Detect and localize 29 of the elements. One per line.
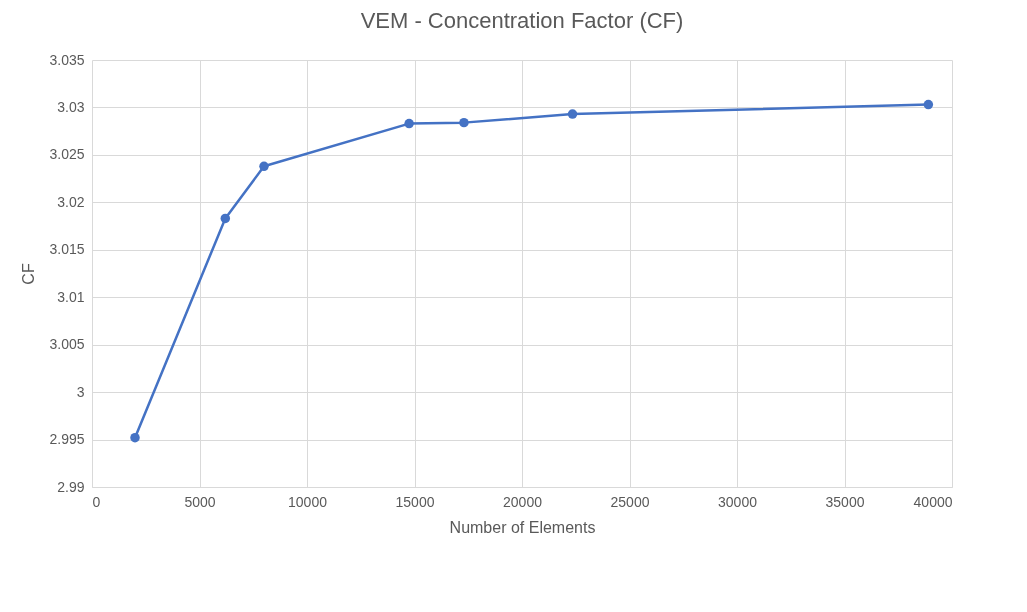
x-tick-label: 25000 [610, 493, 650, 510]
point [923, 99, 934, 110]
x-tick-label: 30000 [718, 493, 758, 510]
y-tick-label: 2.99 [57, 478, 85, 495]
x-axis-title: Number of Elements [449, 518, 596, 536]
x-tick-label: 35000 [825, 493, 865, 510]
point [220, 213, 231, 224]
x-tick-label: 15000 [395, 493, 435, 510]
x-tick-label: 0 [92, 493, 101, 510]
x-tick-label: 40000 [913, 493, 953, 510]
y-tick-label: 2.995 [49, 431, 85, 448]
y-tick-label: 3.03 [57, 98, 85, 115]
point [259, 161, 269, 172]
point [567, 109, 578, 119]
y-tick-label: 3 [76, 383, 85, 400]
y-tick-label: 3.005 [49, 336, 85, 353]
point [404, 118, 414, 129]
y-tick-label: 3.025 [49, 146, 85, 163]
point [459, 117, 469, 128]
y-tick-label: 3.02 [57, 193, 85, 210]
y-tick-label: 3.035 [49, 51, 85, 68]
chart-title: VEM - Concentration Factor (CF) [360, 8, 684, 33]
point [130, 432, 140, 443]
y-axis-title: CF [20, 263, 38, 285]
x-tick-label: 10000 [288, 493, 328, 510]
y-tick-label: 3.015 [49, 241, 85, 258]
y-tick-label: 3.01 [57, 288, 85, 305]
x-tick-label: 20000 [503, 493, 543, 510]
x-tick-label: 5000 [184, 493, 216, 510]
